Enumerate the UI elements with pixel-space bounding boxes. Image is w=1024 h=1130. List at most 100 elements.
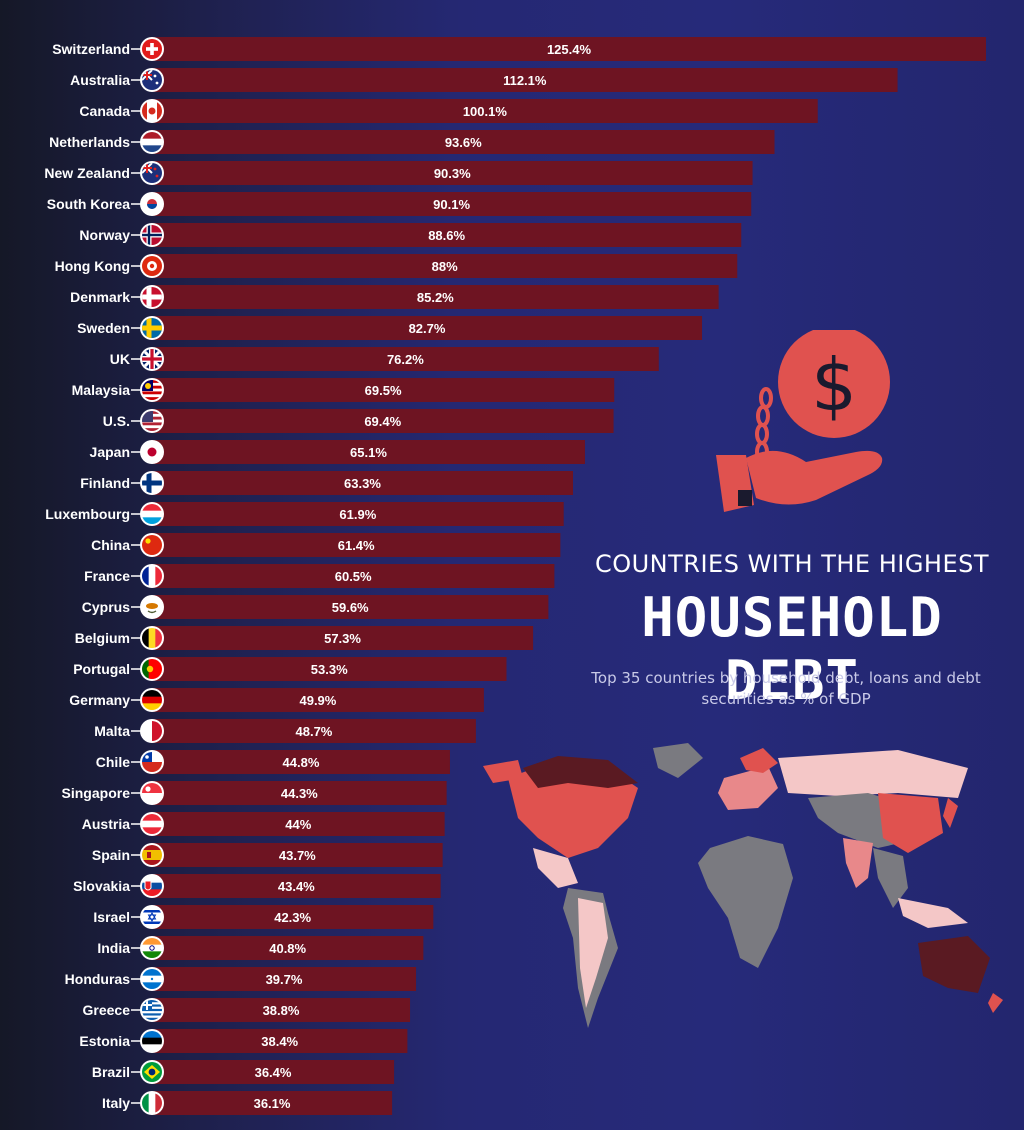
- flag-honduras-icon: [142, 969, 162, 989]
- bar-row-italy: Italy 36.1%: [102, 1091, 393, 1115]
- country-label-germany: Germany: [69, 692, 130, 708]
- flag-cyprus-icon: [142, 597, 162, 617]
- flag-france-icon: [142, 566, 162, 586]
- country-label-canada: Canada: [79, 103, 130, 119]
- bar-belgium: [152, 626, 534, 650]
- value-label-hong-kong: 88%: [432, 259, 458, 274]
- flag-malta-icon: [142, 721, 162, 741]
- bar-sweden: [152, 316, 703, 340]
- country-label-japan: Japan: [90, 444, 130, 460]
- bar-row-greece: Greece 38.8%: [83, 998, 411, 1022]
- country-label-honduras: Honduras: [65, 971, 131, 987]
- flag-denmark-icon: [142, 287, 162, 307]
- country-label-netherlands: Netherlands: [49, 134, 130, 150]
- bar-row-israel: Israel 42.3%: [93, 905, 434, 929]
- value-label-india: 40.8%: [269, 941, 306, 956]
- value-label-italy: 36.1%: [254, 1096, 291, 1111]
- country-label-norway: Norway: [79, 227, 130, 243]
- bar-row-denmark: Denmark 85.2%: [70, 285, 719, 309]
- title-main: Household Debt: [641, 586, 943, 712]
- bar-row-cyprus: Cyprus 59.6%: [82, 595, 549, 619]
- country-label-brazil: Brazil: [92, 1064, 130, 1080]
- country-label-singapore: Singapore: [62, 785, 131, 801]
- country-label-italy: Italy: [102, 1095, 130, 1111]
- flag-finland-icon: [142, 473, 162, 493]
- flag-china-icon: [142, 535, 162, 555]
- flag-netherlands-icon: [142, 132, 162, 152]
- bar-row-belgium: Belgium 57.3%: [75, 626, 534, 650]
- flag-norway-icon: [142, 225, 162, 245]
- country-label-uk: UK: [110, 351, 130, 367]
- bar-netherlands: [152, 130, 775, 154]
- bar-finland: [152, 471, 573, 495]
- bar-row-hong-kong: Hong Kong 88%: [55, 254, 738, 278]
- flag-india-icon: [142, 938, 162, 958]
- value-label-norway: 88.6%: [428, 228, 465, 243]
- bar-row-chile: Chile 44.8%: [96, 750, 450, 774]
- bar-germany: [152, 688, 484, 712]
- bar-italy: [152, 1091, 393, 1115]
- flag-hong-kong-icon: [142, 256, 162, 276]
- bar-row-new-zealand: New Zealand 90.3%: [44, 161, 753, 185]
- money-in-chained-hand-icon: $: [716, 330, 890, 512]
- bar-canada: [152, 99, 818, 123]
- bar-row-austria: Austria 44%: [82, 812, 445, 836]
- country-label-finland: Finland: [80, 475, 130, 491]
- flag-canada-icon: [142, 101, 162, 121]
- value-label-australia: 112.1%: [503, 73, 547, 88]
- bar-australia: [152, 68, 898, 92]
- country-label-belgium: Belgium: [75, 630, 130, 646]
- bar-row-finland: Finland 63.3%: [80, 471, 573, 495]
- value-label-chile: 44.8%: [283, 755, 320, 770]
- value-label-switzerland: 125.4%: [547, 42, 592, 57]
- bar-uk: [152, 347, 659, 371]
- value-label-luxembourg: 61.9%: [339, 507, 376, 522]
- flag-u-s-icon: [142, 411, 162, 431]
- bar-row-u-s: U.S. 69.4%: [103, 409, 614, 433]
- value-label-china: 61.4%: [338, 538, 375, 553]
- bar-malaysia: [152, 378, 615, 402]
- bar-japan: [152, 440, 585, 464]
- flag-malaysia-icon: [142, 380, 162, 400]
- flag-italy-icon: [142, 1093, 162, 1113]
- value-label-singapore: 44.3%: [281, 786, 318, 801]
- flag-greece-icon: [142, 1000, 162, 1020]
- bar-new-zealand: [152, 161, 753, 185]
- bar-norway: [152, 223, 742, 247]
- flag-australia-icon: [142, 70, 162, 90]
- country-label-austria: Austria: [82, 816, 130, 832]
- value-label-uk: 76.2%: [387, 352, 424, 367]
- country-label-u-s: U.S.: [103, 413, 130, 429]
- bar-greece: [152, 998, 411, 1022]
- bar-row-slovakia: Slovakia 43.4%: [73, 874, 441, 898]
- country-label-slovakia: Slovakia: [73, 878, 130, 894]
- value-label-estonia: 38.4%: [261, 1034, 298, 1049]
- bar-row-honduras: Honduras 39.7%: [65, 967, 417, 991]
- flag-germany-icon: [142, 690, 162, 710]
- country-label-switzerland: Switzerland: [52, 41, 130, 57]
- bar-row-uk: UK 76.2%: [110, 347, 659, 371]
- bar-row-netherlands: Netherlands 93.6%: [49, 130, 775, 154]
- value-label-new-zealand: 90.3%: [434, 166, 471, 181]
- value-label-netherlands: 93.6%: [445, 135, 482, 150]
- bar-france: [152, 564, 555, 588]
- flag-austria-icon: [142, 814, 162, 834]
- bar-austria: [152, 812, 445, 836]
- bar-brazil: [152, 1060, 395, 1084]
- value-label-belgium: 57.3%: [324, 631, 361, 646]
- bar-portugal: [152, 657, 507, 681]
- value-label-brazil: 36.4%: [255, 1065, 292, 1080]
- country-label-denmark: Denmark: [70, 289, 130, 305]
- country-label-portugal: Portugal: [73, 661, 130, 677]
- flag-estonia-icon: [142, 1031, 162, 1051]
- country-label-spain: Spain: [92, 847, 130, 863]
- bar-singapore: [152, 781, 447, 805]
- bar-chile: [152, 750, 450, 774]
- bar-row-brazil: Brazil 36.4%: [92, 1060, 395, 1084]
- bar-row-malta: Malta 48.7%: [94, 719, 476, 743]
- bar-india: [152, 936, 424, 960]
- bar-switzerland: [152, 37, 986, 61]
- flag-sweden-icon: [142, 318, 162, 338]
- country-label-hong-kong: Hong Kong: [55, 258, 130, 274]
